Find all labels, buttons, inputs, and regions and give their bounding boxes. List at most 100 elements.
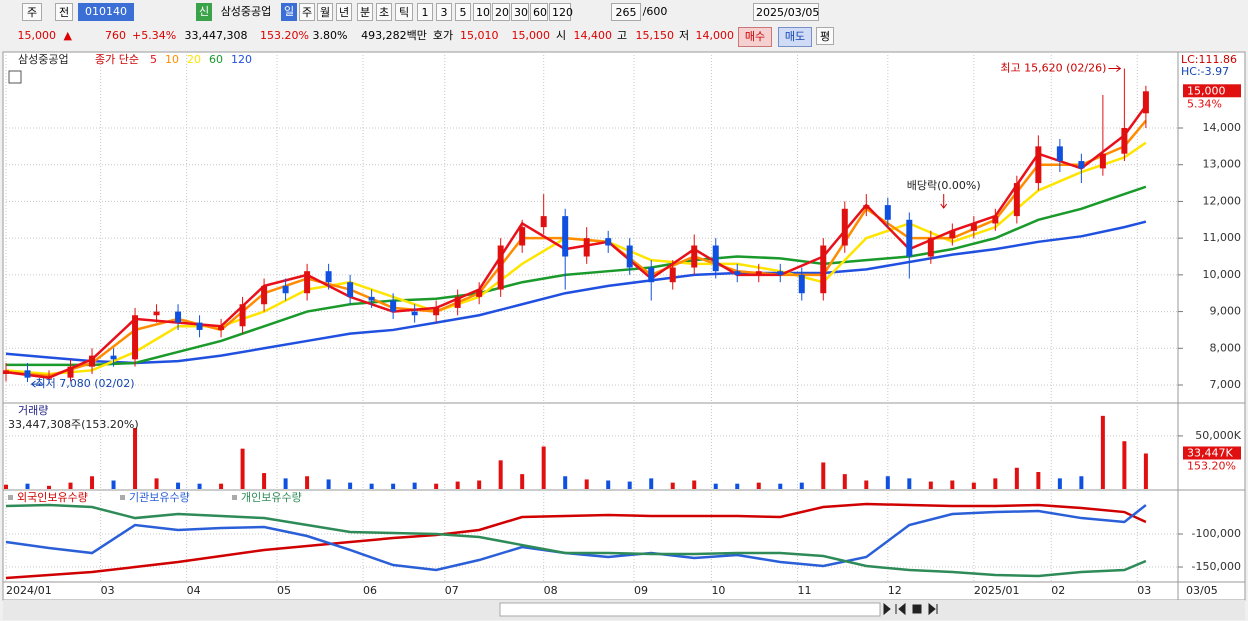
toolbar-item[interactable]: 1 xyxy=(417,3,433,21)
y-tick-label: 13,000 xyxy=(1203,158,1242,171)
last-ratio-label: 153.20% xyxy=(1187,459,1236,472)
candle-body xyxy=(820,245,827,294)
volume-bar xyxy=(1143,453,1148,489)
toolbar-item[interactable]: 3 xyxy=(436,3,452,21)
y-tick-label: 11,000 xyxy=(1203,231,1242,244)
line-series xyxy=(6,185,1147,367)
volume-bar xyxy=(713,483,718,489)
candle-body xyxy=(3,370,9,374)
candle-body xyxy=(1013,183,1020,217)
toolbar-item[interactable]: 주 xyxy=(22,3,42,21)
x-tick-label: 10 xyxy=(711,584,725,597)
toolbar-item[interactable]: 전 xyxy=(55,3,73,21)
candle-body xyxy=(304,271,311,294)
toolbar-item: 시 xyxy=(555,29,567,42)
volume-bar xyxy=(885,476,890,489)
volume-bar xyxy=(842,474,847,489)
hc-label: HC:-3.97 xyxy=(1181,65,1229,78)
volume-bar xyxy=(584,479,589,489)
toolbar: 주 전 010140 신 삼성중공업 일 주 월 년 분 초 틱 1 3 5 10 20 30 60 120 265/6… xyxy=(0,3,1248,27)
scroll-thumb[interactable] xyxy=(499,602,881,617)
toolbar-item[interactable]: 틱 xyxy=(395,3,413,21)
volume-bar xyxy=(627,481,632,489)
volume-bar xyxy=(864,480,869,489)
candle-body xyxy=(519,227,526,246)
toolbar-item[interactable]: 초 xyxy=(376,3,392,21)
volume-bar xyxy=(606,480,611,489)
y-tick-label: 12,000 xyxy=(1203,194,1242,207)
toolbar-item[interactable]: 2025/03/05 xyxy=(753,3,819,21)
candle-body xyxy=(992,216,999,224)
toolbar-item[interactable]: 5 xyxy=(455,3,471,21)
volume-bar xyxy=(541,446,546,489)
volume-bar xyxy=(735,483,740,489)
toolbar-item[interactable]: 년 xyxy=(336,3,352,21)
volume-bar xyxy=(670,482,675,489)
toolbar-item: 신 xyxy=(196,3,212,21)
toolbar-item[interactable]: 10 xyxy=(473,3,491,21)
toolbar-item[interactable]: 일 xyxy=(281,3,297,21)
toolbar-item[interactable]: 60 xyxy=(530,3,548,21)
toolbar-item: 삼성중공업 xyxy=(220,5,272,18)
lc-label: LC:111.86 xyxy=(1181,53,1237,66)
candle-body xyxy=(239,304,246,327)
toolbar-item[interactable]: 월 xyxy=(317,3,333,21)
candle-body xyxy=(411,311,418,316)
candle-body xyxy=(454,296,461,308)
volume-bar xyxy=(756,482,761,489)
candle-body xyxy=(906,219,913,257)
toolbar-item[interactable]: 평 xyxy=(816,27,834,45)
quote-bar: 15,000 ▲ 760 +5.34% 33,447,308 153.20% 3.80% 49… xyxy=(0,27,1248,49)
min-annotation: 최저 7,080 (02/02) xyxy=(36,377,135,390)
candle-body xyxy=(669,267,676,283)
volume-bar xyxy=(821,462,826,489)
volume-bar xyxy=(240,448,245,489)
toolbar-item: 15,000 xyxy=(511,29,551,42)
volume-bar xyxy=(111,480,116,489)
x-tick-label: 2024/01 xyxy=(6,584,52,597)
y-tick-label: -100,000 xyxy=(1192,527,1241,540)
last-volume-label: 33,447K xyxy=(1187,446,1233,459)
last-price-box xyxy=(1183,84,1241,98)
panel-title: 거래량 xyxy=(18,404,48,417)
y-tick-label: 14,000 xyxy=(1203,121,1242,134)
legend-entry: 10 xyxy=(165,53,179,66)
volume-bar xyxy=(778,483,783,489)
toolbar-item[interactable]: 30 xyxy=(511,3,529,21)
panel-icon[interactable] xyxy=(8,70,22,84)
event-annotation: 배당락(0.00%) xyxy=(907,179,981,192)
candle-body xyxy=(24,370,31,378)
y-tick-label: 9,000 xyxy=(1210,305,1242,318)
volume-bar xyxy=(799,482,804,489)
legend-swatch xyxy=(232,495,237,500)
candle-body xyxy=(89,355,96,367)
toolbar-item[interactable]: 매수 xyxy=(738,27,772,47)
toolbar-item[interactable]: 010140 xyxy=(78,3,134,21)
volume-bar xyxy=(348,482,353,489)
candle-body xyxy=(648,267,655,283)
candle-body xyxy=(970,223,977,231)
x-tick-label: 2025/01 xyxy=(974,584,1020,597)
volume-bar xyxy=(305,476,310,489)
x-tick-label: 04 xyxy=(187,584,201,597)
toolbar-item: 15,010 xyxy=(460,29,499,42)
toolbar-item: ▲ xyxy=(63,29,72,42)
y-tick-label: -150,000 xyxy=(1192,560,1241,573)
toolbar-item[interactable]: 20 xyxy=(492,3,510,21)
line-series xyxy=(5,504,1147,572)
x-tick-label: 02 xyxy=(1051,584,1065,597)
scroll-controls[interactable] xyxy=(883,602,938,616)
toolbar-item[interactable]: 분 xyxy=(357,3,373,21)
toolbar-item[interactable]: 매도 xyxy=(778,27,812,47)
toolbar-item[interactable]: 주 xyxy=(299,3,315,21)
toolbar-item[interactable]: 120 xyxy=(549,3,573,21)
toolbar-item[interactable]: 265 xyxy=(611,3,641,21)
candle-body xyxy=(540,216,547,228)
toolbar-item: +5.34% xyxy=(132,29,177,42)
volume-bar xyxy=(219,483,224,489)
volume-bar xyxy=(1100,415,1105,489)
volume-bar xyxy=(563,476,568,489)
candle-body xyxy=(196,322,203,330)
volume-bar xyxy=(4,484,8,489)
